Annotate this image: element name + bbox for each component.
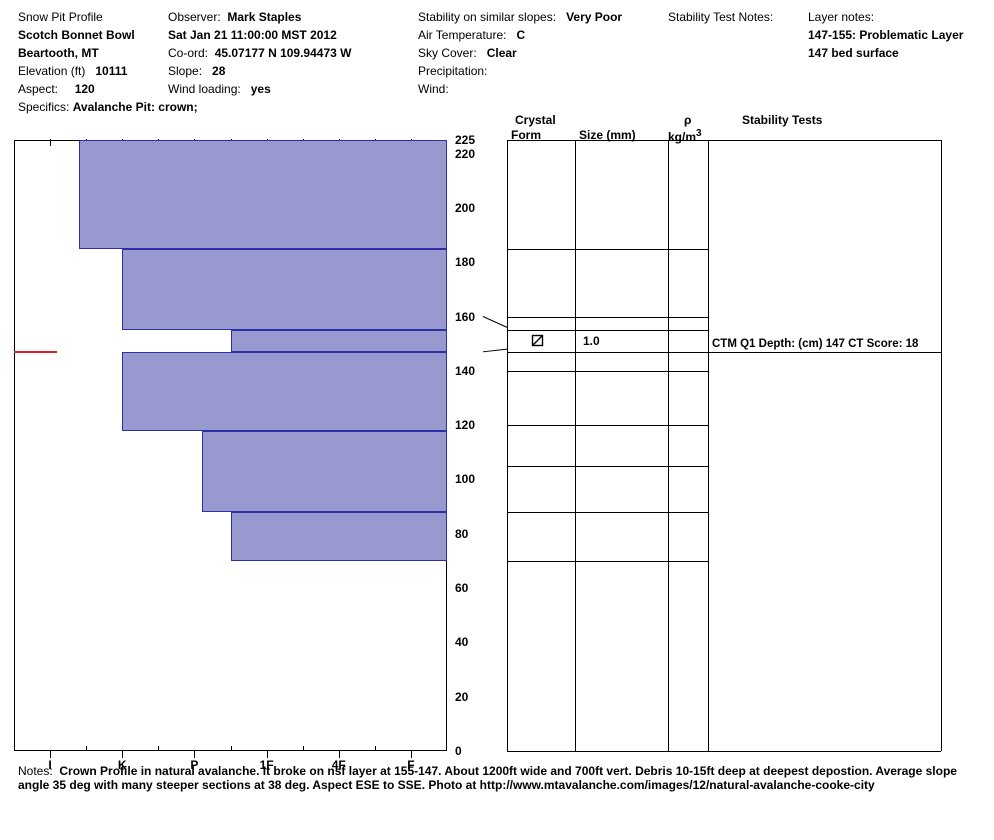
depth-tick-label: 140	[455, 364, 475, 378]
hardness-bar	[202, 431, 447, 512]
notes-text: Crown Profile in natural avalanche. It b…	[18, 764, 957, 792]
observer-row: Observer: Mark Staples	[168, 8, 351, 26]
notes: Notes: Crown Profile in natural avalanch…	[18, 764, 976, 792]
windloading-row: Wind loading: yes	[168, 80, 351, 98]
crystal-form-icon	[531, 334, 545, 348]
depth-tick-label: 220	[455, 147, 475, 161]
layernote-1: 147-155: Problematic Layer	[808, 26, 963, 44]
header-col-3: Stability on similar slopes: Very Poor A…	[418, 8, 622, 98]
layernote-2: 147 bed surface	[808, 44, 963, 62]
depth-tick-label: 180	[455, 255, 475, 269]
airtemp-row: Air Temperature: C	[418, 26, 622, 44]
problematic-layer-marker	[14, 351, 57, 353]
depth-tick-label: 80	[455, 527, 468, 541]
wind-row: Wind:	[418, 80, 622, 98]
depth-tick-label: 0	[455, 744, 462, 758]
column-header: kg/m3	[668, 128, 702, 144]
column-header: Stability Tests	[742, 113, 975, 127]
header-col-4: Stability Test Notes:	[668, 8, 773, 26]
header-col-2: Observer: Mark Staples Sat Jan 21 11:00:…	[168, 8, 351, 98]
hardness-bar	[122, 352, 447, 431]
depth-tick-label: 120	[455, 418, 475, 432]
hardness-bar	[231, 512, 448, 561]
specifics-row: Specifics: Avalanche Pit: crown;	[18, 98, 198, 116]
depth-tick-label: 160	[455, 310, 475, 324]
column-header: Crystal	[515, 113, 583, 127]
depth-tick-label: 20	[455, 690, 468, 704]
crystal-size: 1.0	[583, 334, 600, 348]
depth-tick-label: 60	[455, 581, 468, 595]
coord-row: Co-ord: 45.07177 N 109.94473 W	[168, 44, 351, 62]
hardness-chart: IKP1F4FF	[14, 140, 447, 751]
depth-tick-label: 225	[455, 133, 475, 147]
hardness-bar	[231, 330, 448, 352]
depth-tick-label: 200	[455, 201, 475, 215]
hardness-bar	[122, 249, 447, 330]
skycover-row: Sky Cover: Clear	[418, 44, 622, 62]
depth-tick-label: 40	[455, 635, 468, 649]
column-header: ρ	[684, 113, 724, 127]
hardness-bar	[79, 140, 447, 249]
notes-label: Notes:	[18, 764, 53, 778]
header-col-5: Layer notes: 147-155: Problematic Layer …	[808, 8, 963, 62]
layernotes-label: Layer notes:	[808, 8, 963, 26]
precip-row: Precipitation:	[418, 62, 622, 80]
stability-row: Stability on similar slopes: Very Poor	[418, 8, 622, 26]
stabnotes-label: Stability Test Notes:	[668, 8, 773, 26]
datetime: Sat Jan 21 11:00:00 MST 2012	[168, 26, 351, 44]
stability-test-result: CTM Q1 Depth: (cm) 147 CT Score: 18	[712, 338, 918, 350]
slope-row: Slope: 28	[168, 62, 351, 80]
depth-tick-label: 100	[455, 472, 475, 486]
